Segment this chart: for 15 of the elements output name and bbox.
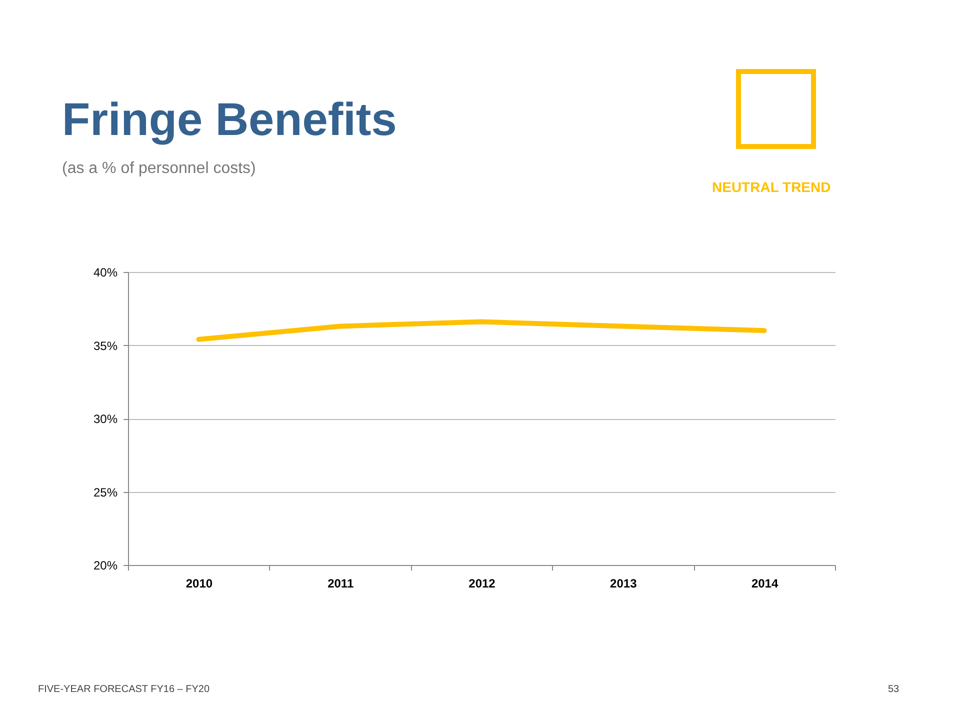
y-tick-label: 20%	[93, 558, 118, 572]
y-tick-label: 40%	[93, 266, 118, 280]
text: FIVE-YEAR FORECAST FY16 – FY20	[38, 684, 210, 695]
text: NEUTRAL TREND	[712, 179, 831, 195]
x-tick-label: 2013	[610, 576, 638, 590]
y-tick-label: 35%	[93, 338, 118, 353]
x-tick-label: 2011	[328, 576, 354, 590]
chart-title: Fringe Benefits	[62, 92, 397, 146]
chart-subtitle: (as a % of personnel costs)	[62, 160, 256, 178]
y-tick-label: 25%	[93, 485, 118, 500]
x-tick-label: 2012	[468, 576, 496, 590]
y-tick-label: 30%	[93, 412, 118, 426]
x-tick-label: 2014	[751, 576, 778, 590]
x-tick-label: 2010	[186, 576, 213, 590]
text: 53	[888, 684, 900, 695]
